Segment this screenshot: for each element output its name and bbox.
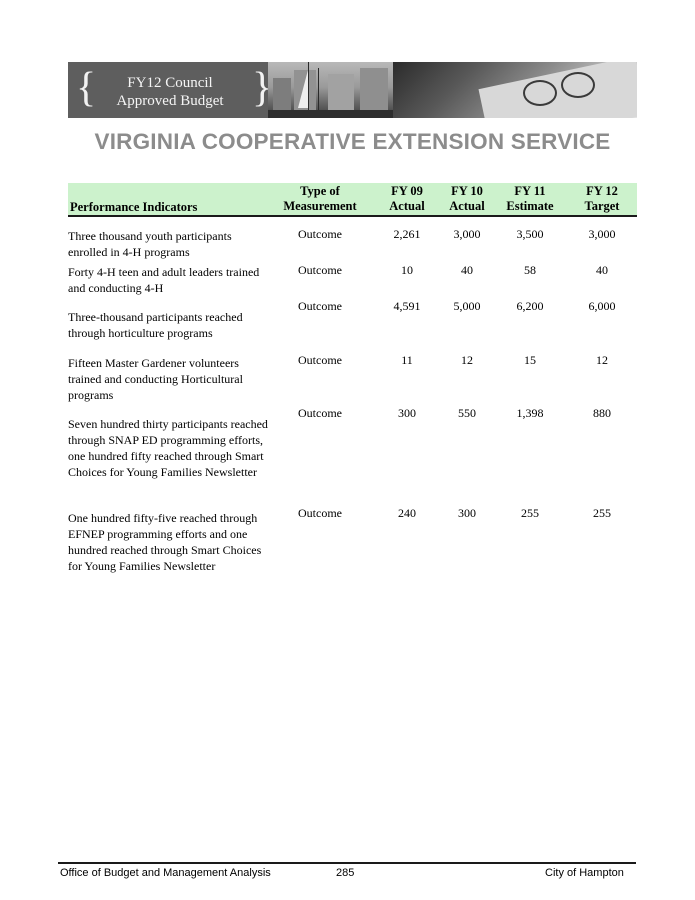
row-fy10: 40 xyxy=(461,263,473,277)
row-fy12: 255 xyxy=(593,506,611,520)
row-fy10: 5,000 xyxy=(453,299,481,313)
row-type: Outcome xyxy=(298,263,342,277)
footer-page-number: 285 xyxy=(336,867,355,879)
row-fy12: 880 xyxy=(593,406,611,420)
row-fy10: 3,000 xyxy=(453,227,481,241)
row-fy11: 6,200 xyxy=(516,299,544,313)
row-fy09: 2,261 xyxy=(393,227,421,241)
header-fy12-target: FY 12 Target xyxy=(584,184,620,213)
row-type: Outcome xyxy=(298,353,342,367)
footer-divider xyxy=(58,862,636,864)
left-brace-icon: { xyxy=(76,65,97,111)
banner-title-line2: Approved Budget xyxy=(116,93,224,109)
hands-glasses-photo xyxy=(393,62,637,118)
row-indicator: Fifteen Master Gardener volunteers train… xyxy=(68,356,243,402)
row-fy12: 40 xyxy=(596,263,608,277)
row-type: Outcome xyxy=(298,227,342,241)
row-fy11: 1,398 xyxy=(516,406,544,420)
row-fy09: 240 xyxy=(398,506,416,520)
right-brace-icon: } xyxy=(252,65,273,111)
row-indicator: Three thousand youth participants enroll… xyxy=(68,229,232,259)
footer-city: City of Hampton xyxy=(545,867,624,879)
row-fy12: 6,000 xyxy=(588,299,616,313)
row-fy12: 3,000 xyxy=(588,227,616,241)
marina-photo xyxy=(268,62,393,118)
row-indicator: Forty 4-H teen and adult leaders trained… xyxy=(68,265,260,295)
header-fy09-actual: FY 09 Actual xyxy=(389,184,425,213)
header-fy11-estimate: FY 11 Estimate xyxy=(506,184,554,213)
header-banner: { FY12 Council Approved Budget } xyxy=(68,62,637,118)
row-indicator: Three-thousand participants reached thro… xyxy=(68,310,243,340)
row-fy10: 550 xyxy=(458,406,476,420)
row-fy10: 300 xyxy=(458,506,476,520)
row-fy11: 255 xyxy=(521,506,539,520)
row-fy09: 11 xyxy=(401,353,413,367)
banner-title-panel: { FY12 Council Approved Budget } xyxy=(68,62,272,118)
row-fy12: 12 xyxy=(596,353,608,367)
banner-title: FY12 Council Approved Budget xyxy=(90,74,250,110)
row-fy11: 15 xyxy=(524,353,536,367)
row-fy11: 58 xyxy=(524,263,536,277)
row-type: Outcome xyxy=(298,299,342,313)
page-title: VIRGINIA COOPERATIVE EXTENSION SERVICE xyxy=(94,129,611,154)
row-fy09: 4,591 xyxy=(393,299,421,313)
banner-title-line1: FY12 Council xyxy=(127,75,213,91)
table-header: Performance Indicators Type of Measureme… xyxy=(68,183,637,217)
header-fy10-actual: FY 10 Actual xyxy=(449,184,485,213)
header-performance-indicators: Performance Indicators xyxy=(70,200,198,214)
row-fy09: 10 xyxy=(401,263,413,277)
row-fy10: 12 xyxy=(461,353,473,367)
footer-office: Office of Budget and Management Analysis xyxy=(60,867,271,879)
header-type-of-measurement: Type of Measurement xyxy=(283,184,357,213)
row-type: Outcome xyxy=(298,506,342,520)
row-fy09: 300 xyxy=(398,406,416,420)
row-type: Outcome xyxy=(298,406,342,420)
row-indicator: One hundred fifty-five reached through E… xyxy=(68,511,262,573)
row-fy11: 3,500 xyxy=(516,227,544,241)
row-indicator: Seven hundred thirty participants reache… xyxy=(68,417,268,479)
